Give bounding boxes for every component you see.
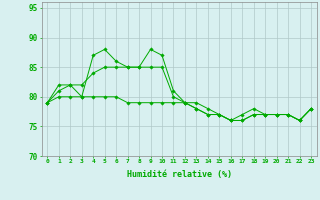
X-axis label: Humidité relative (%): Humidité relative (%) (127, 170, 232, 179)
